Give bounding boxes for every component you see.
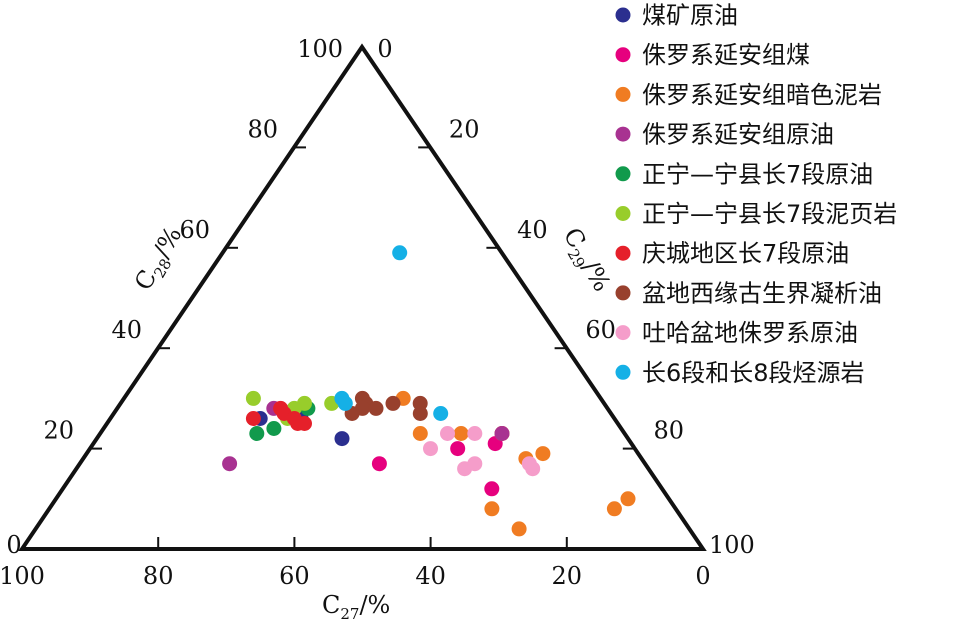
data-point-series-5: [266, 421, 282, 436]
legend-label-2: 侏罗系延安组煤: [642, 41, 810, 69]
data-point-series-7: [245, 411, 261, 426]
tick-label-c28: 20: [43, 417, 74, 445]
data-point-series-10: [337, 395, 353, 411]
ternary-triangle: [18, 43, 707, 551]
legend-marker-2: [615, 47, 631, 63]
data-point-series-9: [423, 441, 438, 457]
tick-label-c28: 60: [179, 216, 210, 244]
tick-label-c27: 0: [695, 562, 710, 590]
data-point-series-3: [453, 426, 469, 441]
data-point-series-3: [620, 491, 636, 507]
data-point-series-2: [371, 456, 387, 472]
data-point-series-4: [222, 456, 238, 472]
data-point-series-3: [412, 426, 428, 441]
tick-label-c29: 40: [517, 216, 548, 244]
tick-label-c28: 40: [111, 316, 142, 344]
data-point-series-3: [484, 501, 500, 517]
tick-label-c29: 20: [449, 115, 480, 143]
legend-label-1: 煤矿原油: [642, 2, 738, 30]
axis-title-c27-unit: /%: [359, 591, 390, 619]
legend-label-3: 侏罗系延安组暗色泥岩: [642, 81, 882, 109]
legend-label-4: 侏罗系延安组原油: [642, 121, 834, 149]
legend-marker-1: [615, 7, 631, 23]
axis-title-c28: C28/%: [129, 222, 191, 297]
tick-label-c27: 60: [279, 562, 310, 590]
tick-label-c28: 0: [6, 531, 21, 559]
legend-label-7: 庆城地区长7段原油: [642, 240, 849, 268]
data-point-series-9: [467, 426, 483, 441]
axis-tick-labels: 100 80 60 40 20 0 0 20 40 60 80 100 0 20 40 60 80 100: [0, 35, 755, 590]
ternary-frame: [18, 43, 707, 551]
data-point-series-6: [245, 390, 261, 406]
legend-marker-3: [615, 86, 631, 102]
data-points: [222, 245, 636, 537]
data-point-series-8: [385, 395, 401, 411]
data-point-series-10: [433, 406, 449, 421]
data-point-series-3: [511, 521, 527, 537]
legend-marker-5: [615, 166, 631, 182]
legend-marker-10: [615, 364, 631, 380]
data-point-series-8: [368, 400, 384, 416]
data-point-series-8: [412, 395, 428, 411]
tick-label-c29: 100: [709, 531, 755, 559]
tick-label-c28: 100: [297, 35, 343, 63]
data-point-series-1: [334, 431, 350, 447]
axis-title-c27: C27/%: [322, 591, 390, 621]
axis-title-c27-sub: 27: [340, 605, 359, 621]
data-point-series-3: [535, 446, 551, 462]
tick-label-c27: 20: [552, 562, 583, 590]
tick-label-c27: 80: [143, 562, 174, 590]
legend-label-6: 正宁—宁县长7段泥页岩: [642, 200, 897, 228]
legend-label-5: 正宁—宁县长7段原油: [642, 160, 873, 188]
data-point-series-9: [467, 456, 483, 472]
tick-label-c29: 60: [585, 316, 616, 344]
axis-title-c27-main: C: [322, 591, 340, 619]
tick-label-c27: 40: [415, 562, 446, 590]
axis-title-c29: C29/%: [554, 223, 616, 298]
legend-marker-9: [615, 325, 631, 341]
legend-marker-7: [615, 245, 631, 261]
tick-label-c29: 0: [377, 35, 392, 63]
legend-label-8: 盆地西缘古生界凝析油: [642, 279, 882, 307]
data-point-series-2: [450, 441, 466, 457]
data-point-series-5: [249, 426, 265, 441]
tick-label-c28: 80: [247, 115, 278, 143]
data-point-series-10: [392, 245, 408, 261]
data-point-series-9: [440, 426, 455, 441]
tick-label-c27: 100: [0, 562, 45, 590]
data-point-series-9: [525, 461, 541, 477]
legend-label-10: 长6段和长8段烃源岩: [642, 359, 865, 387]
tick-label-c29: 80: [654, 417, 685, 445]
legend-marker-4: [615, 126, 631, 142]
legend: 煤矿原油侏罗系延安组煤侏罗系延安组暗色泥岩侏罗系延安组原油正宁—宁县长7段原油正…: [615, 2, 897, 387]
data-point-series-7: [273, 400, 289, 416]
legend-label-9: 吐哈盆地侏罗系原油: [642, 319, 858, 347]
data-point-series-7: [297, 416, 312, 431]
legend-marker-8: [615, 285, 631, 301]
legend-marker-6: [615, 206, 631, 221]
data-point-series-4: [494, 426, 510, 441]
data-point-series-3: [606, 501, 622, 517]
axis-ticks: [90, 146, 635, 549]
data-point-series-2: [484, 481, 500, 497]
